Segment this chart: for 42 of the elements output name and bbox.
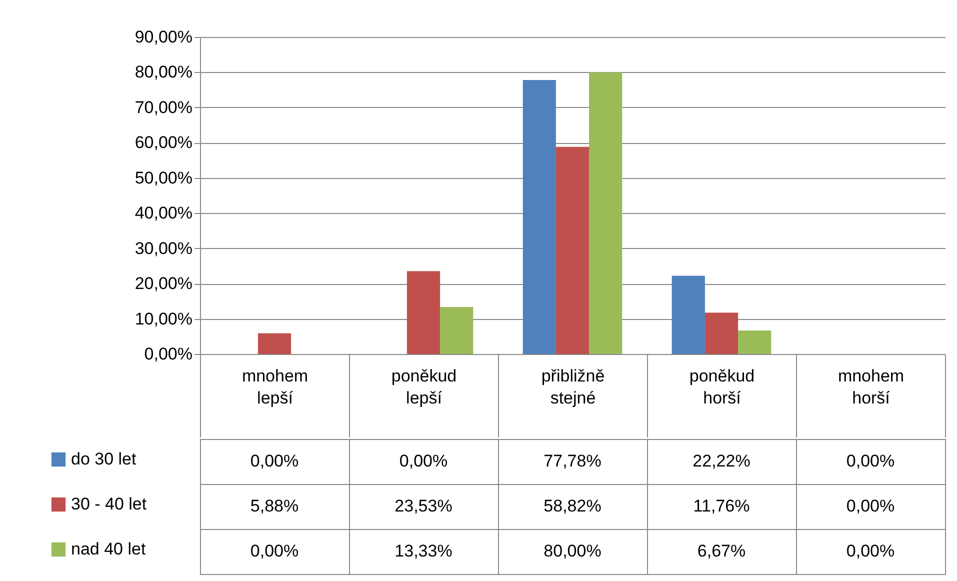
data-label: 13,33% [394,542,452,560]
legend-label: 30 - 40 let [71,494,147,514]
bar [704,312,738,354]
x-tick-label: poněkud horší [689,366,755,408]
y-tick-label: 20,00% [134,274,192,294]
bar [556,146,590,354]
x-tick-label: mnohem lepší [242,366,308,408]
data-label: 58,82% [544,496,602,516]
data-label: 77,78% [544,452,602,470]
data-label: 0,00% [250,452,299,470]
y-tick-label: 90,00% [134,28,192,46]
bar [440,307,474,354]
data-label: 0,00% [846,542,895,560]
y-tick-label: 50,00% [134,168,192,188]
y-tick-label: 60,00% [134,133,192,152]
y-tick-label: 80,00% [134,62,192,82]
bar [589,72,622,354]
data-label: 80,00% [544,542,602,560]
data-label: 22,22% [692,452,750,470]
legend-label: do 30 let [71,450,136,468]
x-tick-label: mnohem horší [838,366,904,408]
bar [522,80,556,354]
data-label: 23,53% [394,496,452,516]
bar [258,333,292,354]
y-tick-label: 0,00% [144,344,192,364]
x-tick-label: přibližně stejné [541,366,605,408]
legend-label: nad 40 let [71,540,146,558]
bar [672,276,705,354]
data-label: 11,76% [693,496,750,516]
data-label: 6,67% [697,542,746,560]
x-tick-label: poněkud lepší [391,366,457,408]
bar [738,330,772,354]
bar [406,271,440,354]
data-label: 5,88% [250,496,299,516]
data-label: 0,00% [399,452,448,470]
data-label: 0,00% [846,452,895,470]
y-tick-label: 70,00% [134,98,192,117]
data-label: 0,00% [250,542,299,560]
y-tick-label: 30,00% [134,238,192,258]
y-tick-label: 10,00% [134,309,192,328]
y-tick-label: 40,00% [134,204,192,223]
data-label: 0,00% [846,496,895,516]
